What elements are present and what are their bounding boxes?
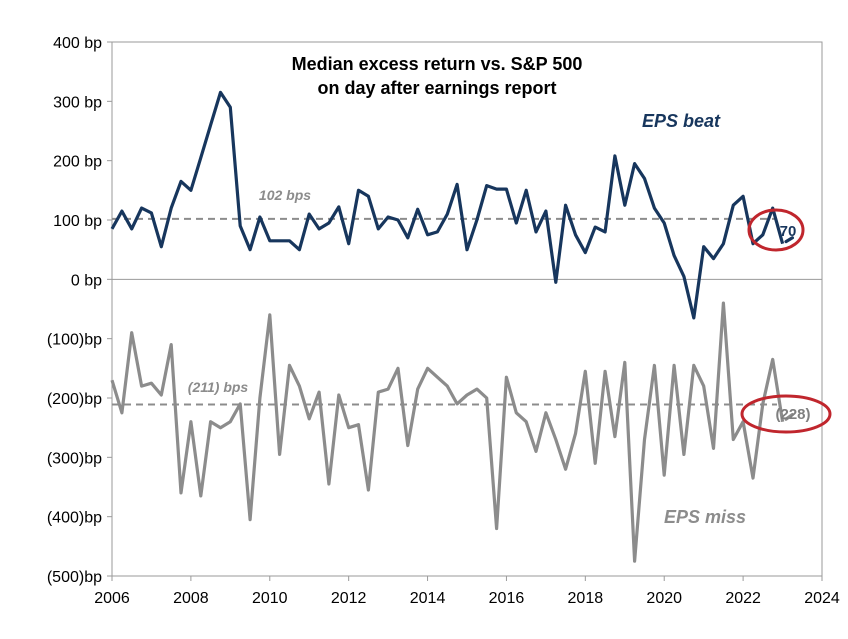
y-tick-label: 100 bp xyxy=(53,213,102,230)
series-lines xyxy=(110,90,795,563)
eps-miss-latest-segment xyxy=(784,413,795,421)
axis-ticks: 400 bp 300 bp 200 bp 100 bp 0 bp (100)bp (200)… xyxy=(47,35,840,607)
chart-labels: Median excess return vs. S&P 500 on day … xyxy=(188,54,832,527)
eps-miss-series-label: EPS miss xyxy=(664,507,746,527)
x-tick-label: 2012 xyxy=(331,590,367,607)
eps-beat-average-label: 102 bps xyxy=(259,187,311,203)
x-tick-label: 2006 xyxy=(94,590,130,607)
y-tick-label: (300)bp xyxy=(47,450,102,467)
y-tick-label: 200 bp xyxy=(53,154,102,171)
x-tick-label: 2018 xyxy=(568,590,604,607)
y-tick-label: 0 bp xyxy=(71,272,102,289)
x-tick-label: 2024 xyxy=(804,590,840,607)
eps-beat-latest-value: 70 xyxy=(780,223,797,240)
y-tick-label: 400 bp xyxy=(53,35,102,52)
eps-beat-series-label: EPS beat xyxy=(642,111,721,131)
x-tick-label: 2020 xyxy=(646,590,682,607)
eps-miss-latest-value: (228) xyxy=(775,406,810,423)
eps-beat-latest-segment xyxy=(784,236,795,244)
x-tick-label: 2022 xyxy=(725,590,761,607)
reference-lines xyxy=(112,217,822,406)
y-tick-label: (200)bp xyxy=(47,391,102,408)
eps-beat-series-line xyxy=(110,90,785,320)
y-tick-label: (400)bp xyxy=(47,510,102,527)
y-tick-label: (500)bp xyxy=(47,569,102,586)
eps-miss-latest-highlight xyxy=(740,394,832,434)
chart-title-line1: Median excess return vs. S&P 500 xyxy=(292,54,583,74)
y-tick-label: 300 bp xyxy=(53,94,102,111)
x-tick-label: 2014 xyxy=(410,590,446,607)
eps-miss-series-line xyxy=(110,301,785,563)
x-tick-label: 2016 xyxy=(489,590,525,607)
x-tick-label: 2010 xyxy=(252,590,288,607)
x-tick-label: 2008 xyxy=(173,590,209,607)
chart-title-line2: on day after earnings report xyxy=(317,78,556,98)
plot-frame xyxy=(111,41,823,577)
eps-miss-average-label: (211) bps xyxy=(188,379,249,395)
y-tick-label: (100)bp xyxy=(47,332,102,349)
eps-beat-latest-highlight xyxy=(747,208,805,252)
